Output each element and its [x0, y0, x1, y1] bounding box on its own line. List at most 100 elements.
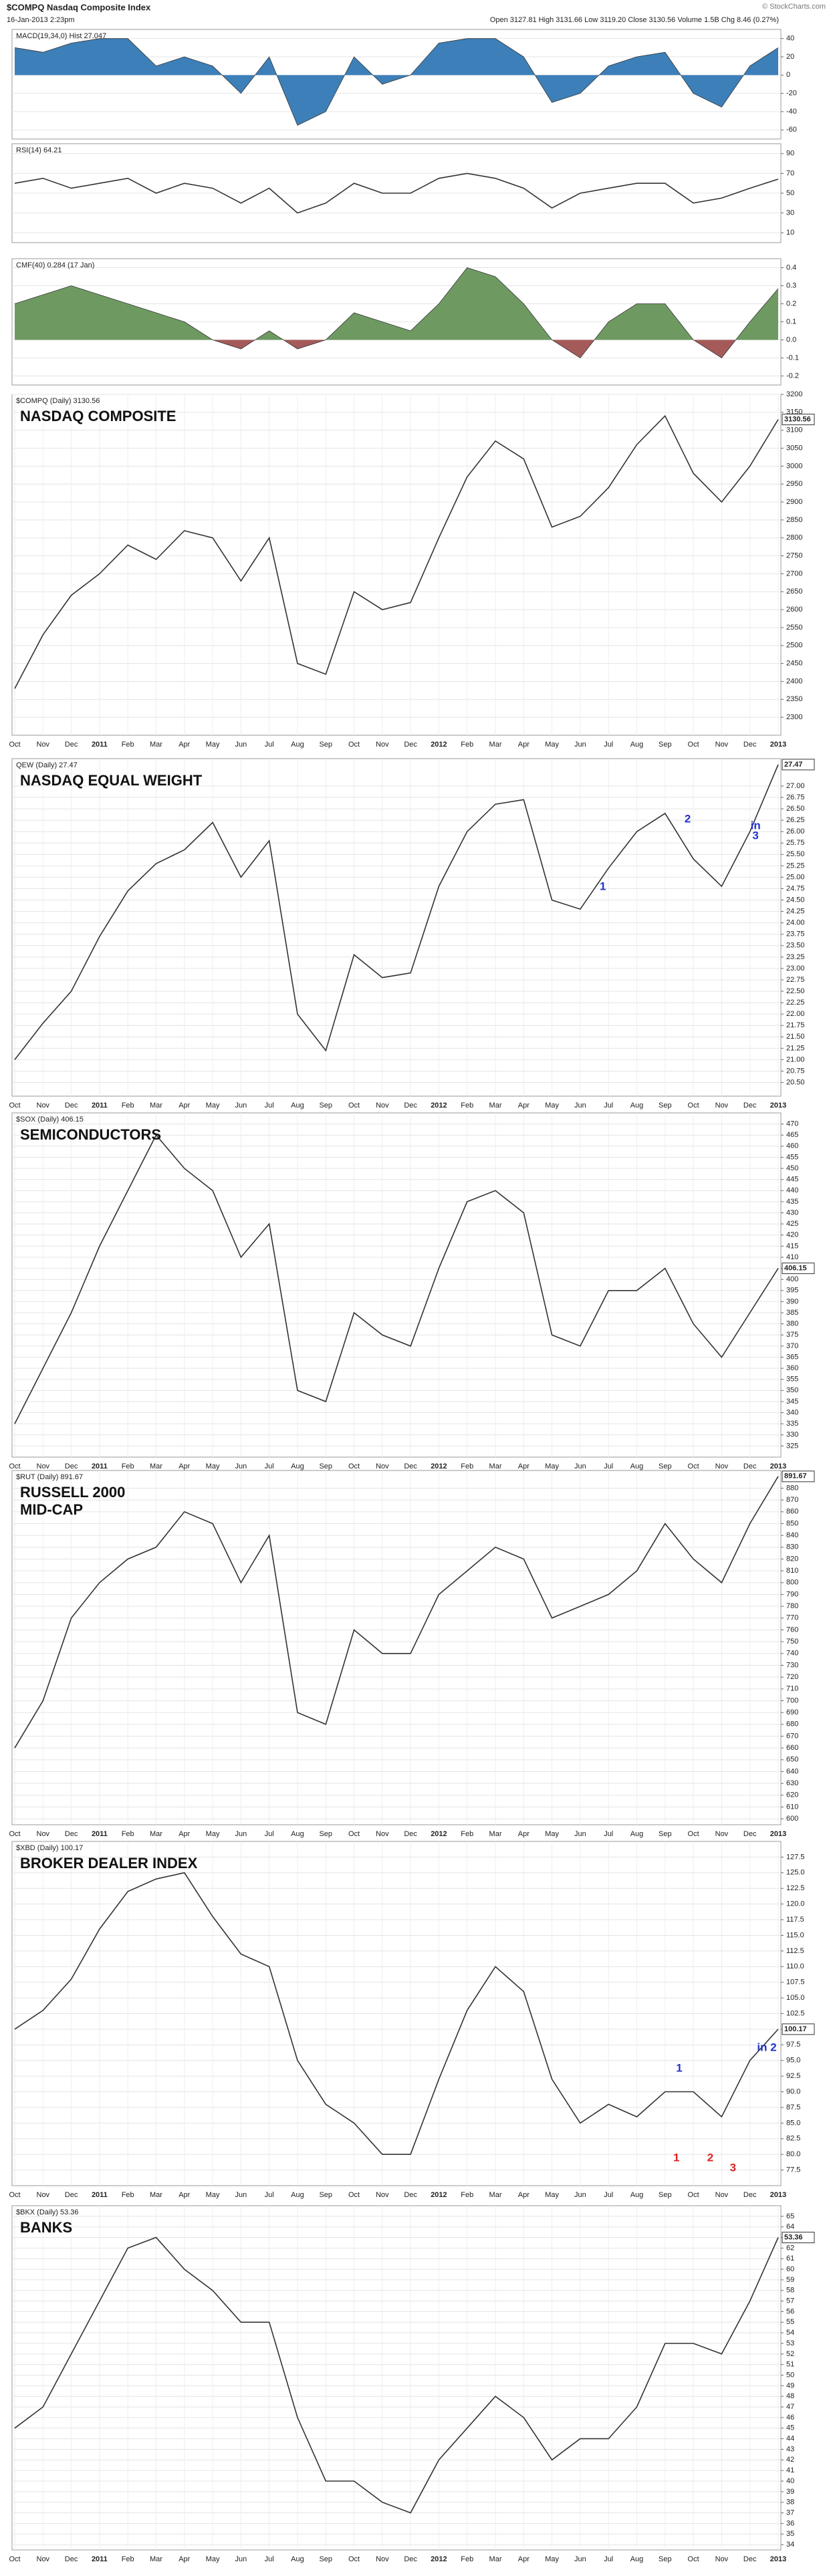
x-tick-label: Mar	[150, 1462, 162, 1470]
x-tick-label: Oct	[9, 2555, 20, 2563]
x-tick-label: Oct	[9, 2191, 20, 2199]
y-tick-label: 125.0	[786, 1869, 805, 1877]
x-tick-label: Dec	[65, 1830, 78, 1838]
last-value-box	[782, 1470, 815, 1483]
x-tick-label: Nov	[37, 1462, 50, 1470]
y-tick-label: 90.0	[786, 2087, 800, 2095]
y-tick-label: 20	[786, 53, 794, 61]
x-tick-label: Apr	[518, 1462, 529, 1470]
x-tick-label: Mar	[489, 2555, 502, 2563]
annotation: in	[751, 819, 761, 831]
y-tick-label: 23.75	[786, 930, 805, 938]
y-tick-label: 2600	[786, 606, 802, 614]
y-tick-label: 385	[786, 1309, 798, 1317]
x-tick-label: Jul	[604, 2191, 613, 2199]
x-tick-label: 2013	[770, 1102, 786, 1110]
x-tick-label: Jul	[265, 2191, 274, 2199]
x-tick-label: May	[206, 741, 220, 749]
y-tick-label: 107.5	[786, 1978, 805, 1986]
x-tick-label: 2011	[92, 1830, 108, 1838]
x-tick-label: May	[206, 1102, 220, 1110]
panel-title: SEMICONDUCTORS	[20, 1126, 161, 1143]
x-tick-label: Nov	[715, 1102, 729, 1110]
y-tick-label: 47	[786, 2403, 794, 2411]
x-tick-label: Dec	[743, 1462, 757, 1470]
x-tick-label: Feb	[461, 741, 473, 749]
x-tick-label: Mar	[150, 2555, 162, 2563]
x-tick-label: Mar	[489, 1462, 502, 1470]
legend: $RUT (Daily) 891.67	[16, 1473, 83, 1481]
x-tick-label: Jul	[265, 2555, 274, 2563]
x-tick-label: Jun	[235, 1462, 247, 1470]
annotation: 1	[600, 880, 606, 892]
y-tick-label: 117.5	[786, 1916, 804, 1924]
x-tick-label: 2013	[770, 1830, 786, 1838]
x-tick-label: Sep	[319, 1462, 332, 1470]
y-tick-label: 64	[786, 2223, 794, 2231]
y-tick-label: 24.25	[786, 908, 805, 916]
y-tick-label: 62	[786, 2244, 794, 2252]
x-tick-label: Jul	[604, 1462, 613, 1470]
price-line	[14, 1134, 779, 1424]
x-tick-label: Dec	[404, 1830, 417, 1838]
y-tick-label: 650	[786, 1756, 798, 1764]
y-tick-label: 0.1	[786, 317, 796, 326]
y-tick-label: 92.5	[786, 2072, 800, 2080]
x-tick-label: Mar	[489, 1830, 502, 1838]
y-tick-label: 440	[786, 1186, 798, 1194]
price-line	[14, 172, 779, 214]
x-tick-label: Aug	[630, 1462, 644, 1470]
x-tick-label: Aug	[630, 2555, 644, 2563]
y-tick-label: 58	[786, 2287, 794, 2295]
x-tick-label: 2012	[431, 1102, 447, 1110]
panel-title: RUSSELL 2000 MID-CAP	[20, 1484, 125, 1518]
x-tick-label: Nov	[715, 2555, 729, 2563]
y-tick-label: 610	[786, 1803, 798, 1811]
annotation: 2	[685, 812, 691, 825]
y-tick-label: 102.5	[786, 2009, 805, 2017]
panel-title: BROKER DEALER INDEX	[20, 1855, 198, 1872]
x-tick-label: Sep	[659, 1830, 672, 1838]
x-tick-label: Apr	[518, 1102, 529, 1110]
x-tick-label: 2013	[770, 1462, 786, 1470]
y-tick-label: 77.5	[786, 2166, 800, 2174]
area-outline	[14, 38, 779, 126]
y-tick-label: 127.5	[786, 1853, 805, 1861]
x-tick-label: Dec	[65, 1462, 78, 1470]
x-tick-label: Nov	[376, 1102, 389, 1110]
x-tick-label: Sep	[319, 1830, 332, 1838]
panel	[11, 2205, 782, 2551]
y-tick-label: 59	[786, 2276, 794, 2284]
y-tick-label: 450	[786, 1164, 798, 1172]
x-tick-label: Jul	[604, 1102, 613, 1110]
x-tick-label: 2013	[770, 2191, 786, 2199]
y-tick-label: 54	[786, 2329, 794, 2337]
x-tick-label: May	[545, 2191, 559, 2199]
y-tick-label: 850	[786, 1519, 798, 1527]
y-tick-label: 2350	[786, 695, 802, 703]
x-tick-label: 2011	[92, 1102, 108, 1110]
y-tick-label: 85.0	[786, 2119, 800, 2127]
x-tick-label: Jul	[265, 1830, 274, 1838]
y-tick-label: 2700	[786, 569, 802, 577]
x-tick-label: Dec	[404, 2555, 417, 2563]
x-tick-label: Oct	[9, 1102, 20, 1110]
legend: $XBD (Daily) 100.17	[16, 1844, 83, 1852]
y-tick-label: 22.50	[786, 987, 805, 995]
y-tick-label: 370	[786, 1342, 798, 1350]
y-tick-label: 22.75	[786, 976, 805, 984]
legend: QEW (Daily) 27.47	[16, 761, 78, 769]
y-tick-label: 21.00	[786, 1055, 805, 1063]
x-tick-label: Dec	[404, 1102, 417, 1110]
y-tick-label: 23.00	[786, 964, 805, 973]
y-tick-label: 95.0	[786, 2057, 800, 2065]
x-tick-label: Nov	[715, 2191, 729, 2199]
y-tick-label: 44	[786, 2435, 794, 2443]
y-tick-label: 2850	[786, 516, 802, 524]
x-tick-label: Feb	[461, 1830, 473, 1838]
y-tick-label: 48	[786, 2392, 794, 2400]
area-negative	[222, 75, 744, 126]
y-tick-label: 455	[786, 1153, 798, 1161]
x-tick-label: Oct	[9, 1462, 20, 1470]
